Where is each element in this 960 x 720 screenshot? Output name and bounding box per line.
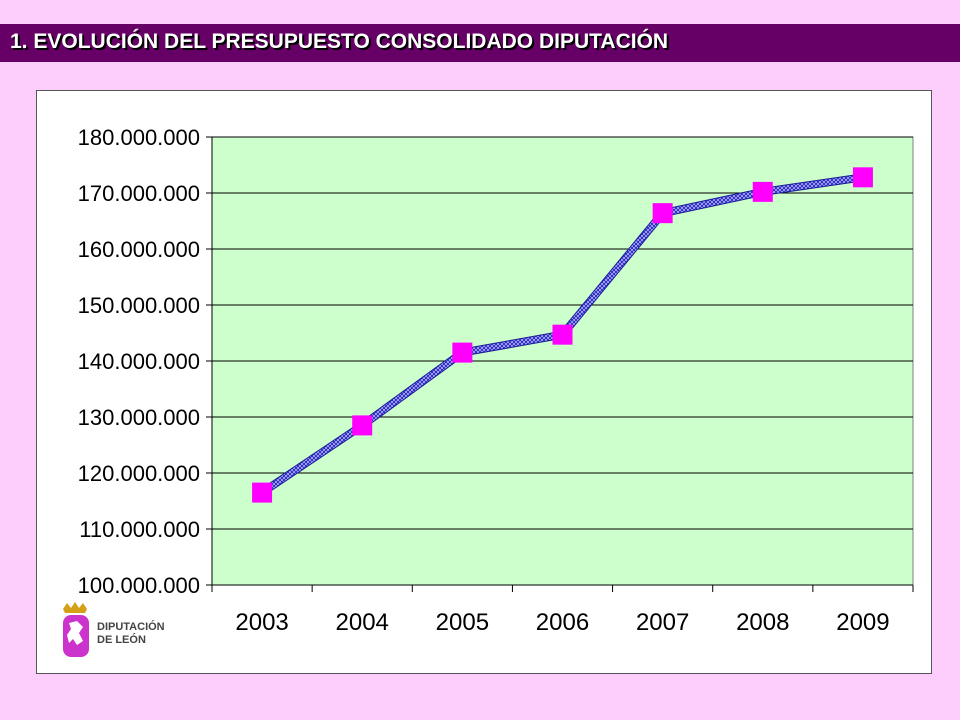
diputacion-leon-logo: DIPUTACIÓN DE LEÓN [51, 601, 201, 665]
x-tick-label: 2003 [235, 609, 288, 636]
y-tick-label: 100.000.000 [78, 573, 200, 598]
data-point [652, 203, 673, 224]
title-bar: 1. EVOLUCIÓN DEL PRESUPUESTO CONSOLIDADO… [0, 24, 960, 62]
x-tick-label: 2008 [736, 609, 789, 636]
y-tick-label: 120.000.000 [78, 461, 200, 486]
logo-line-1: DIPUTACIÓN [97, 621, 165, 633]
budget-line-chart: 100.000.000 110.000.000 120.000.000 130.000… [78, 125, 914, 636]
y-tick-label: 160.000.000 [78, 237, 200, 262]
x-tick-label: 2005 [436, 609, 489, 636]
data-point [552, 324, 573, 345]
y-tick-label: 110.000.000 [79, 517, 200, 542]
coat-of-arms-icon [63, 602, 89, 657]
x-tick-label: 2006 [536, 609, 589, 636]
y-tick-label: 130.000.000 [78, 405, 200, 430]
data-point [452, 342, 473, 363]
x-tick-label: 2004 [336, 609, 389, 636]
y-tick-label: 140.000.000 [78, 349, 200, 374]
data-point [752, 181, 773, 202]
logo-line-2: DE LEÓN [97, 634, 146, 646]
slide-title: 1. EVOLUCIÓN DEL PRESUPUESTO CONSOLIDADO… [10, 30, 669, 53]
x-tick-label: 2009 [836, 609, 889, 636]
x-tick-label: 2007 [636, 609, 689, 636]
data-point [852, 167, 873, 188]
y-tick-label: 180.000.000 [78, 125, 200, 150]
logo-text: DIPUTACIÓN DE LEÓN [97, 621, 165, 647]
y-tick-label: 150.000.000 [78, 293, 200, 318]
chart-container: 100.000.000 110.000.000 120.000.000 130.000… [36, 90, 932, 674]
y-tick-label: 170.000.000 [78, 181, 200, 206]
data-point [252, 482, 273, 503]
data-point [352, 415, 373, 436]
